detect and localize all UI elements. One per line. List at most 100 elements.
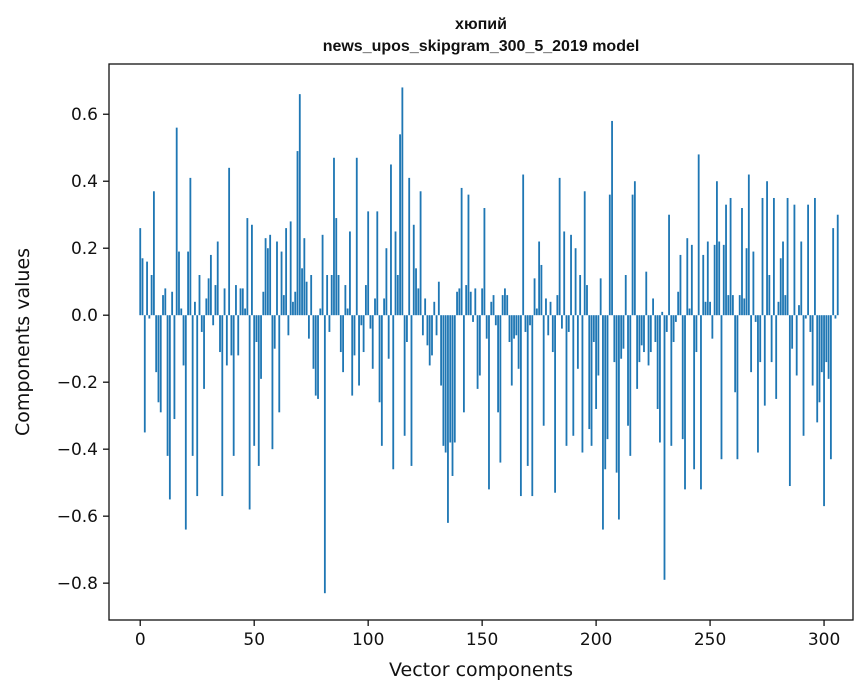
bar-65 [287,315,290,336]
bar-289 [798,305,800,316]
bar-242 [690,244,693,316]
bar-162 [508,315,511,342]
bar-27 [200,315,203,332]
bar-108 [385,248,388,316]
bar-38 [225,315,228,366]
bar-229 [661,311,664,316]
bar-200 [595,315,598,409]
bar-150 [481,288,484,316]
bar-31 [209,254,212,316]
bar-48 [248,315,251,510]
bar-149 [478,315,481,376]
bar-15 [173,315,176,420]
bar-214 [627,315,629,426]
bar-295 [811,315,814,386]
bar-40 [230,315,233,356]
bar-53 [260,315,262,379]
bar-64 [285,228,288,316]
bar-36 [221,315,224,497]
bar-97 [360,315,363,326]
x-axis-ticks: 0 50 100 150 200 250 300 [135,620,840,650]
bar-132 [440,315,443,386]
bar-240 [686,238,689,316]
bar-183 [556,295,559,316]
bar-156 [494,315,497,326]
bar-291 [802,315,805,436]
bar-299 [820,315,823,373]
bar-233 [670,315,673,446]
bar-249 [706,241,709,316]
bar-1 [141,258,144,316]
bar-67 [292,301,294,316]
bar-194 [581,315,584,453]
bar-10 [162,295,164,316]
bar-292 [804,315,807,319]
bar-219 [638,315,641,363]
bar-253 [716,181,718,316]
bar-7 [155,315,158,373]
bar-248 [704,301,707,316]
bar-201 [597,315,600,376]
bar-206 [608,194,611,316]
bar-17 [178,251,180,316]
bar-203 [602,315,604,530]
bar-79 [319,308,322,316]
bar-300 [823,315,825,507]
bar-164 [513,315,515,339]
bar-252 [713,244,716,316]
bar-135 [447,315,449,523]
bar-102 [371,315,374,369]
bar-111 [392,315,395,470]
bar-144 [467,194,470,316]
bar-84 [330,275,333,316]
bar-32 [212,315,215,326]
bar-29 [205,298,208,316]
bar-246 [700,315,702,490]
bar-205 [606,315,609,440]
bar-71 [301,268,303,316]
bar-42 [235,285,237,316]
bar-306 [836,214,839,316]
bar-232 [668,214,670,316]
bars [139,87,839,594]
bar-189 [570,234,572,316]
bar-58 [271,315,274,450]
bar-190 [572,315,575,436]
bar-137 [451,315,454,476]
plot-frame [108,63,854,621]
bar-107 [383,298,386,316]
bar-100 [367,211,370,316]
bar-4 [148,315,151,319]
bar-14 [171,291,174,316]
x-tick-label: 300 [808,630,840,650]
bar-228 [659,315,661,443]
bar-152 [485,315,488,339]
bar-106 [380,315,383,446]
bar-105 [378,315,381,403]
bar-169 [524,315,527,332]
bar-251 [711,315,714,339]
bar-148 [476,315,479,389]
bar-178 [545,298,547,316]
bar-86 [335,218,338,316]
bar-20 [184,315,187,530]
bar-49 [251,224,253,316]
bar-23 [191,315,194,456]
bar-185 [561,315,563,329]
bar-147 [474,288,477,316]
bar-298 [818,315,821,403]
bar-116 [403,315,406,436]
bar-258 [727,295,730,316]
bar-209 [615,315,618,473]
bar-267 [747,174,750,316]
y-tick-label: −0.6 [57,507,98,527]
bar-62 [280,251,283,316]
bar-22 [189,177,192,316]
bar-50 [253,315,256,446]
bar-235 [674,315,677,322]
bar-257 [725,204,727,316]
bar-75 [310,275,313,316]
y-tick-label: 0.0 [71,306,98,326]
bar-69 [296,151,299,316]
